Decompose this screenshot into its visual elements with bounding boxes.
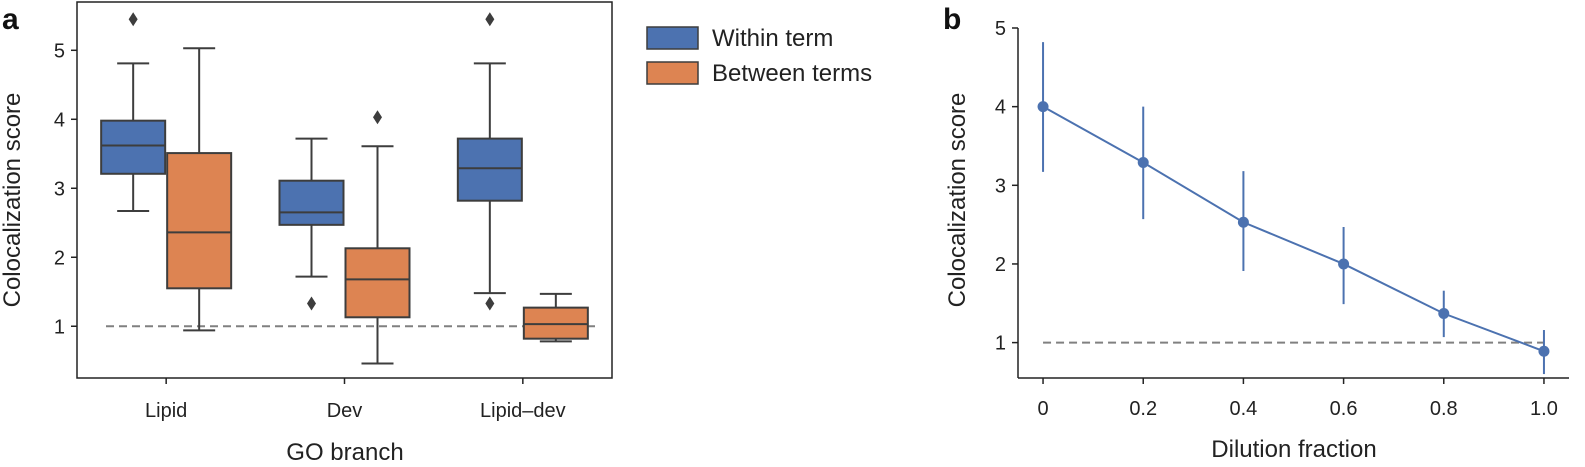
y-tick-label-a: 1 (54, 316, 65, 338)
panel-label-a: a (2, 3, 19, 36)
outlier-marker (485, 12, 495, 27)
x-axis-ticks-b: 0 0.2 0.4 0.6 0.8 1.0 (1037, 378, 1558, 420)
panel-label-b: b (943, 3, 961, 36)
box-iqr (100, 119, 167, 175)
panel-a-box-plot: a 1 2 3 4 5 Lipid Dev Lipid–dev Colocalization… (0, 1, 613, 466)
data-point (1438, 308, 1450, 320)
outlier-marker (373, 110, 382, 125)
x-tick-label-a: Dev (327, 400, 363, 422)
x-axis-ticks-a: Lipid Dev Lipid–dev (145, 378, 566, 422)
y-axis-ticks-b: 1 2 3 4 5 (995, 18, 1018, 355)
outlier-marker (128, 12, 138, 27)
legend-swatch (646, 61, 699, 85)
y-tick-label-a: 3 (54, 178, 65, 200)
box-iqr (344, 247, 411, 319)
box-within-term-dev (278, 137, 345, 311)
y-tick-label-b: 4 (995, 97, 1006, 119)
x-tick-label-a: Lipid (145, 400, 187, 422)
y-tick-label-a: 5 (54, 40, 65, 62)
legend-swatch (646, 26, 699, 50)
box-within-term-lipid–dev (456, 12, 523, 311)
y-axis-title-a: Colocalization score (0, 93, 26, 308)
series-line (1042, 105, 1545, 353)
y-axis-ticks-a: 1 2 3 4 5 (54, 40, 77, 338)
box-between-terms-lipid–dev (522, 292, 589, 343)
box-within-term-lipid (100, 12, 167, 213)
box-between-terms-lipid (166, 47, 233, 332)
data-point (1037, 101, 1049, 113)
line-series-b (1037, 42, 1550, 375)
data-point (1338, 258, 1350, 270)
box-iqr (166, 152, 233, 290)
box-iqr (456, 137, 523, 202)
x-axis-title-a: GO branch (286, 439, 403, 466)
box-iqr (278, 179, 345, 226)
x-tick-label-b: 0 (1037, 398, 1048, 420)
x-tick-label-a: Lipid–dev (480, 400, 566, 422)
box-between-terms-dev (344, 110, 411, 365)
outlier-marker (307, 296, 316, 311)
legend-label: Within term (712, 25, 833, 52)
y-tick-label-b: 2 (995, 254, 1006, 276)
x-tick-label-b: 0.6 (1330, 398, 1358, 420)
y-tick-label-a: 4 (54, 109, 65, 131)
y-tick-label-a: 2 (54, 247, 65, 269)
legend-label: Between terms (712, 60, 872, 87)
x-tick-label-b: 1.0 (1530, 398, 1558, 420)
box-group-a (100, 12, 589, 365)
legend: Within term Between terms (646, 25, 872, 87)
y-axis-title-b: Colocalization score (944, 93, 971, 308)
x-tick-label-b: 0.2 (1129, 398, 1157, 420)
data-point (1538, 345, 1550, 357)
x-tick-label-b: 0.8 (1430, 398, 1458, 420)
x-tick-label-b: 0.4 (1230, 398, 1258, 420)
box-iqr (522, 306, 589, 340)
outlier-marker (485, 296, 495, 311)
panel-b-line-plot: b 1 2 3 4 5 0 0.2 0.4 0.6 0.8 1.0 Colocalization … (943, 3, 1569, 463)
data-point (1137, 156, 1149, 168)
data-point (1237, 216, 1249, 228)
y-tick-label-b: 1 (995, 333, 1006, 355)
y-tick-label-b: 5 (995, 18, 1006, 40)
x-axis-title-b: Dilution fraction (1211, 436, 1376, 463)
y-tick-label-b: 3 (995, 175, 1006, 197)
